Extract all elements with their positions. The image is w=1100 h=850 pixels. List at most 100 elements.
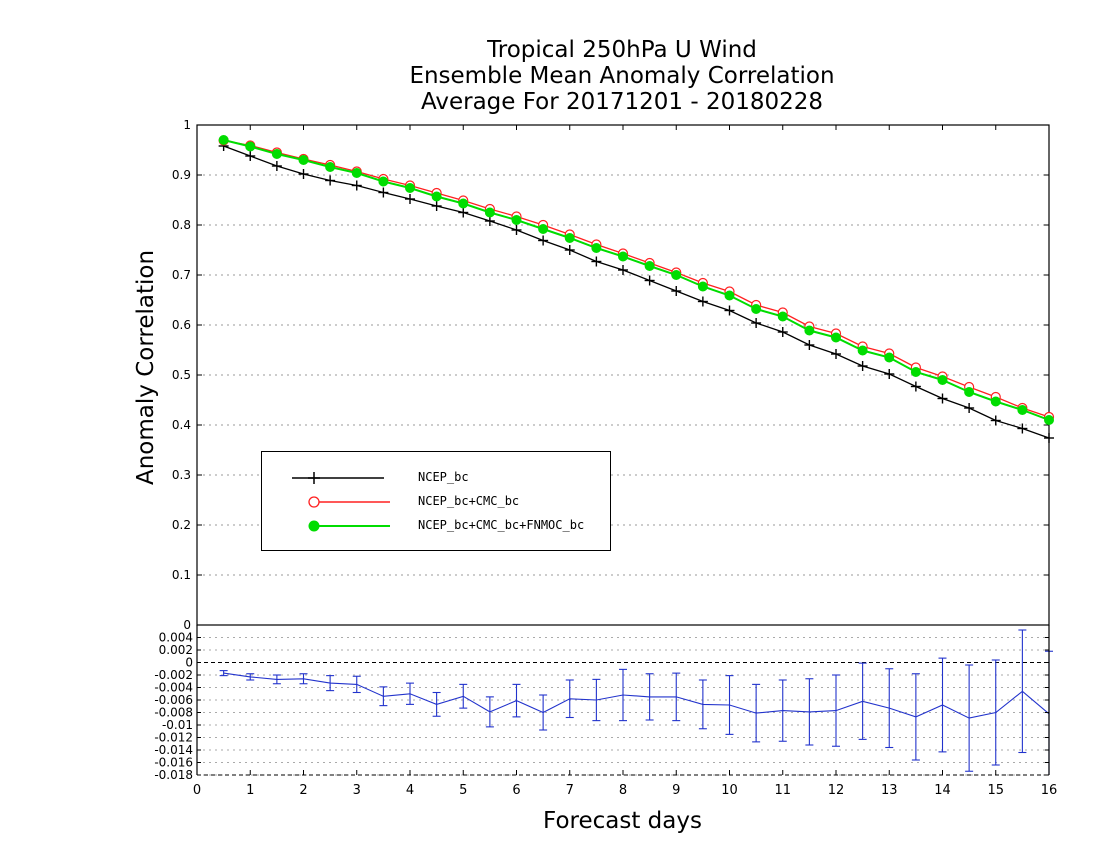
- data-point-plus: [618, 265, 628, 275]
- legend: NCEP_bc NCEP_bc+CMC_bc NCEP_bc+CMC_bc+FN…: [261, 451, 611, 551]
- y-tick-label: 0.7: [172, 268, 191, 282]
- y-tick-label: 0.4: [172, 418, 191, 432]
- legend-item-ncep-cmc-fnmoc: NCEP_bc+CMC_bc+FNMOC_bc: [284, 516, 604, 536]
- data-point-plus: [378, 187, 389, 198]
- y-tick-label: 0.1: [172, 568, 191, 582]
- data-point-plus: [831, 349, 841, 359]
- y-tick-label: -0.016: [154, 756, 193, 770]
- data-point-plus: [564, 245, 575, 255]
- y-tick-label: 0.002: [159, 643, 193, 657]
- y-tick-label: -0.002: [154, 668, 193, 682]
- data-point-plus: [351, 180, 362, 191]
- x-tick-label: 8: [619, 783, 627, 798]
- data-point-filled-circle: [857, 345, 868, 356]
- legend-swatch-filled-circle: [308, 520, 390, 532]
- chart-title-line-1: Tropical 250hPa U Wind: [487, 37, 757, 63]
- y-tick-label: -0.008: [154, 706, 193, 720]
- y-tick-label: 0.3: [172, 468, 191, 482]
- legend-label: NCEP_bc+CMC_bc: [418, 494, 520, 508]
- data-point-filled-circle: [484, 207, 495, 218]
- data-point-filled-circle: [298, 155, 309, 165]
- data-point-filled-circle: [378, 176, 389, 187]
- x-ticks: 0 1 2 3 4 5 6 7 8 9 10 11 12 13 14 15 16: [193, 125, 1057, 798]
- data-point-filled-circle: [245, 141, 256, 152]
- top-series: [218, 135, 1055, 443]
- data-point-plus: [777, 327, 788, 337]
- x-tick-label: 13: [881, 783, 898, 798]
- data-point-filled-circle: [964, 387, 975, 397]
- x-tick-label: 15: [987, 783, 1004, 798]
- data-point-plus: [751, 318, 762, 328]
- x-tick-label: 5: [459, 783, 467, 798]
- data-point-filled-circle: [325, 162, 336, 172]
- y-tick-label: 0.6: [172, 318, 191, 332]
- legend-swatch-open-circle: [308, 496, 390, 508]
- x-tick-label: 4: [406, 783, 414, 798]
- y-tick-label: 0.5: [172, 368, 191, 382]
- legend-label: NCEP_bc: [418, 470, 469, 484]
- data-point-filled-circle: [777, 311, 788, 322]
- data-point-filled-circle: [671, 270, 682, 280]
- x-tick-label: 2: [299, 783, 307, 798]
- data-point-plus: [857, 361, 868, 371]
- data-point-filled-circle: [511, 215, 522, 225]
- data-point-plus: [458, 207, 469, 218]
- data-point-filled-circle: [405, 183, 415, 193]
- legend-label: NCEP_bc+CMC_bc+FNMOC_bc: [418, 518, 585, 532]
- x-tick-label: 14: [934, 783, 951, 798]
- data-point-filled-circle: [724, 290, 735, 301]
- data-point-filled-circle: [591, 243, 602, 253]
- data-point-plus: [937, 393, 948, 404]
- y-tick-label: -0.018: [154, 768, 193, 782]
- data-point-filled-circle: [804, 325, 815, 336]
- x-axis-label: Forecast days: [543, 808, 702, 834]
- data-point-plus: [1017, 423, 1028, 434]
- y-tick-label: 0.8: [172, 218, 191, 232]
- data-point-filled-circle: [564, 233, 575, 243]
- data-point-plus: [591, 256, 602, 267]
- data-point-filled-circle: [697, 281, 708, 292]
- data-point-filled-circle: [990, 396, 1001, 407]
- data-point-plus: [964, 403, 975, 413]
- data-point-plus: [804, 340, 815, 350]
- y-tick-label: -0.014: [154, 743, 193, 757]
- data-point-plus: [910, 381, 921, 392]
- x-tick-label: 1: [246, 783, 254, 798]
- data-point-plus: [298, 169, 309, 179]
- y-tick-label: 0: [183, 618, 191, 632]
- y-tick-label: -0.004: [154, 681, 193, 695]
- data-point-plus: [697, 296, 708, 307]
- legend-swatch-plus: [292, 472, 384, 484]
- bottom-series: [219, 629, 1053, 775]
- x-tick-label: 6: [512, 783, 520, 798]
- data-point-filled-circle: [458, 198, 469, 209]
- x-tick-label: 10: [721, 783, 738, 798]
- x-tick-label: 7: [566, 783, 574, 798]
- data-point-filled-circle: [884, 352, 895, 363]
- legend-item-ncep: NCEP_bc: [284, 468, 604, 488]
- data-point-plus: [724, 305, 735, 316]
- data-point-plus: [538, 235, 549, 246]
- series-line: [223, 145, 1050, 439]
- data-point-filled-circle: [538, 224, 549, 234]
- x-tick-label: 3: [353, 783, 361, 798]
- series-line: [223, 139, 1050, 421]
- x-tick-label: 11: [774, 783, 791, 798]
- data-point-plus: [511, 225, 522, 235]
- data-point-plus: [431, 201, 442, 211]
- y-tick-label: 0.2: [172, 518, 191, 532]
- data-point-plus: [405, 194, 415, 204]
- top-y-ticks: 0 0.1 0.2 0.3 0.4 0.5 0.6 0.7 0.8 0.9 1: [172, 118, 1049, 632]
- y-tick-label: 1: [183, 118, 191, 132]
- y-tick-label: -0.012: [154, 731, 193, 745]
- data-point-filled-circle: [351, 168, 362, 178]
- data-point-filled-circle: [831, 332, 841, 343]
- data-point-plus: [245, 151, 256, 161]
- y-tick-label: 0.004: [159, 631, 193, 645]
- data-point-filled-circle: [1017, 405, 1028, 415]
- data-point-filled-circle: [271, 149, 282, 159]
- x-tick-label: 12: [828, 783, 845, 798]
- data-point-filled-circle: [910, 367, 921, 377]
- data-point-plus: [990, 415, 1001, 426]
